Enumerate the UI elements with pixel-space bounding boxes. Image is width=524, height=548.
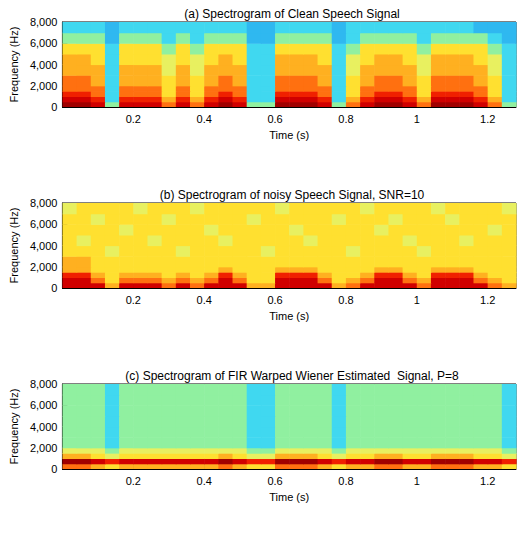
svg-text:Frequency (Hz): Frequency (Hz) (8, 27, 20, 103)
svg-text:0.4: 0.4 (197, 475, 212, 487)
svg-text:0.6: 0.6 (267, 113, 282, 125)
svg-text:6,000: 6,000 (30, 218, 58, 230)
svg-text:1.2: 1.2 (480, 294, 495, 306)
svg-text:4,000: 4,000 (30, 240, 58, 252)
svg-text:0.4: 0.4 (197, 294, 212, 306)
svg-text:Time (s): Time (s) (269, 310, 309, 322)
svg-text:1.2: 1.2 (480, 475, 495, 487)
svg-text:0.4: 0.4 (197, 113, 212, 125)
svg-text:2,000: 2,000 (30, 261, 58, 273)
svg-text:4,000: 4,000 (30, 59, 58, 71)
svg-text:2,000: 2,000 (30, 80, 58, 92)
svg-text:0.6: 0.6 (267, 475, 282, 487)
svg-text:0.8: 0.8 (338, 113, 353, 125)
svg-text:Time (s): Time (s) (269, 129, 309, 141)
svg-text:(b) Spectrogram of noisy Speec: (b) Spectrogram of noisy Speech Signal, … (160, 188, 425, 202)
svg-text:4,000: 4,000 (30, 421, 58, 433)
svg-text:2,000: 2,000 (30, 442, 58, 454)
svg-text:8,000: 8,000 (30, 16, 58, 28)
svg-text:0: 0 (51, 282, 57, 294)
svg-text:8,000: 8,000 (30, 378, 58, 390)
svg-text:1: 1 (414, 294, 420, 306)
svg-text:6,000: 6,000 (30, 399, 58, 411)
svg-text:8,000: 8,000 (30, 197, 58, 209)
svg-text:1: 1 (414, 113, 420, 125)
svg-text:(c) Spectrogram of FIR Warped: (c) Spectrogram of FIR Warped Wiener Est… (125, 369, 459, 383)
svg-text:Frequency (Hz): Frequency (Hz) (8, 208, 20, 284)
svg-text:0.2: 0.2 (126, 294, 141, 306)
svg-text:0.2: 0.2 (126, 113, 141, 125)
svg-text:0.8: 0.8 (338, 475, 353, 487)
svg-text:0: 0 (51, 101, 57, 113)
svg-text:0.2: 0.2 (126, 475, 141, 487)
svg-text:1.2: 1.2 (480, 113, 495, 125)
svg-text:0.6: 0.6 (267, 294, 282, 306)
svg-text:Frequency (Hz): Frequency (Hz) (8, 389, 20, 465)
svg-text:6,000: 6,000 (30, 37, 58, 49)
svg-text:1: 1 (414, 475, 420, 487)
svg-text:0: 0 (51, 463, 57, 475)
svg-text:(a) Spectrogram of Clean Speec: (a) Spectrogram of Clean Speech Signal (184, 7, 399, 21)
svg-text:0.8: 0.8 (338, 294, 353, 306)
svg-text:Time (s): Time (s) (269, 491, 309, 503)
